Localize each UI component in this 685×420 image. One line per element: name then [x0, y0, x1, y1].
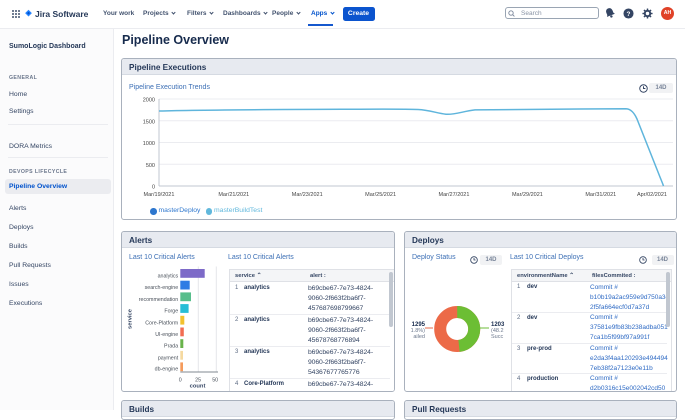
svg-text:Mar/25/2021: Mar/25/2021	[365, 192, 396, 198]
svg-text:0: 0	[179, 378, 182, 384]
svg-text:2000: 2000	[143, 98, 155, 104]
svg-text:db-engine: db-engine	[155, 367, 179, 373]
svg-text:recommendation: recommendation	[139, 297, 179, 303]
svg-text:count: count	[190, 384, 206, 390]
svg-text:search-engine: search-engine	[145, 285, 179, 291]
svg-text:Mar/23/2021: Mar/23/2021	[292, 192, 323, 198]
svg-text:service: service	[128, 308, 134, 329]
svg-text:25: 25	[195, 378, 201, 384]
svg-text:0: 0	[152, 185, 155, 191]
svg-text:Mar/29/2021: Mar/29/2021	[512, 192, 543, 198]
svg-text:Mar/19/2021: Mar/19/2021	[144, 192, 175, 198]
svg-text:50: 50	[212, 378, 218, 384]
svg-text:analytics: analytics	[158, 274, 179, 280]
svg-text:payment: payment	[158, 355, 179, 361]
svg-text:UI-engine: UI-engine	[155, 332, 178, 338]
svg-text:500: 500	[146, 163, 155, 169]
svg-text:Forge: Forge	[164, 309, 178, 315]
svg-text:?: ?	[627, 11, 631, 18]
svg-text:Core-Platform: Core-Platform	[145, 320, 179, 326]
svg-text:Mar/21/2021: Mar/21/2021	[218, 192, 249, 198]
svg-text:Prada: Prada	[164, 344, 178, 350]
svg-text:1000: 1000	[143, 141, 155, 147]
svg-text:1500: 1500	[143, 119, 155, 125]
svg-text:Apr/02/2021: Apr/02/2021	[637, 192, 667, 198]
svg-text:Mar/31/2021: Mar/31/2021	[585, 192, 616, 198]
svg-text:Mar/27/2021: Mar/27/2021	[439, 192, 470, 198]
